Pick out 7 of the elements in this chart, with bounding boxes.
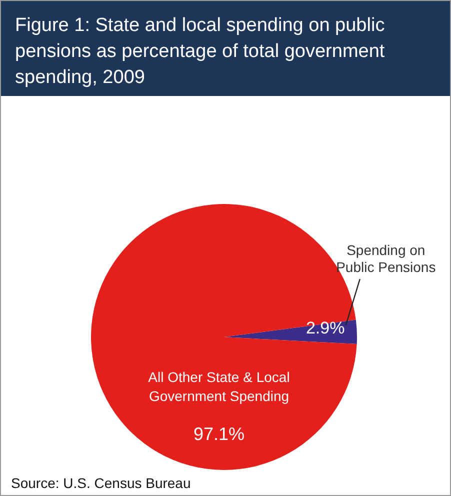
data-label: 2.9% (306, 318, 345, 338)
source-note: Source: U.S. Census Bureau (11, 475, 191, 491)
slice-label: All Other State & Local Government Spending (148, 369, 290, 404)
slice-label: Spending on Public Pensions (336, 242, 436, 276)
data-label: 97.1% (193, 424, 245, 444)
chart-title: Figure 1: State and local spending on public pensions as percentage of total government spending, 2009 (1, 1, 450, 96)
pie-slice (224, 320, 357, 344)
